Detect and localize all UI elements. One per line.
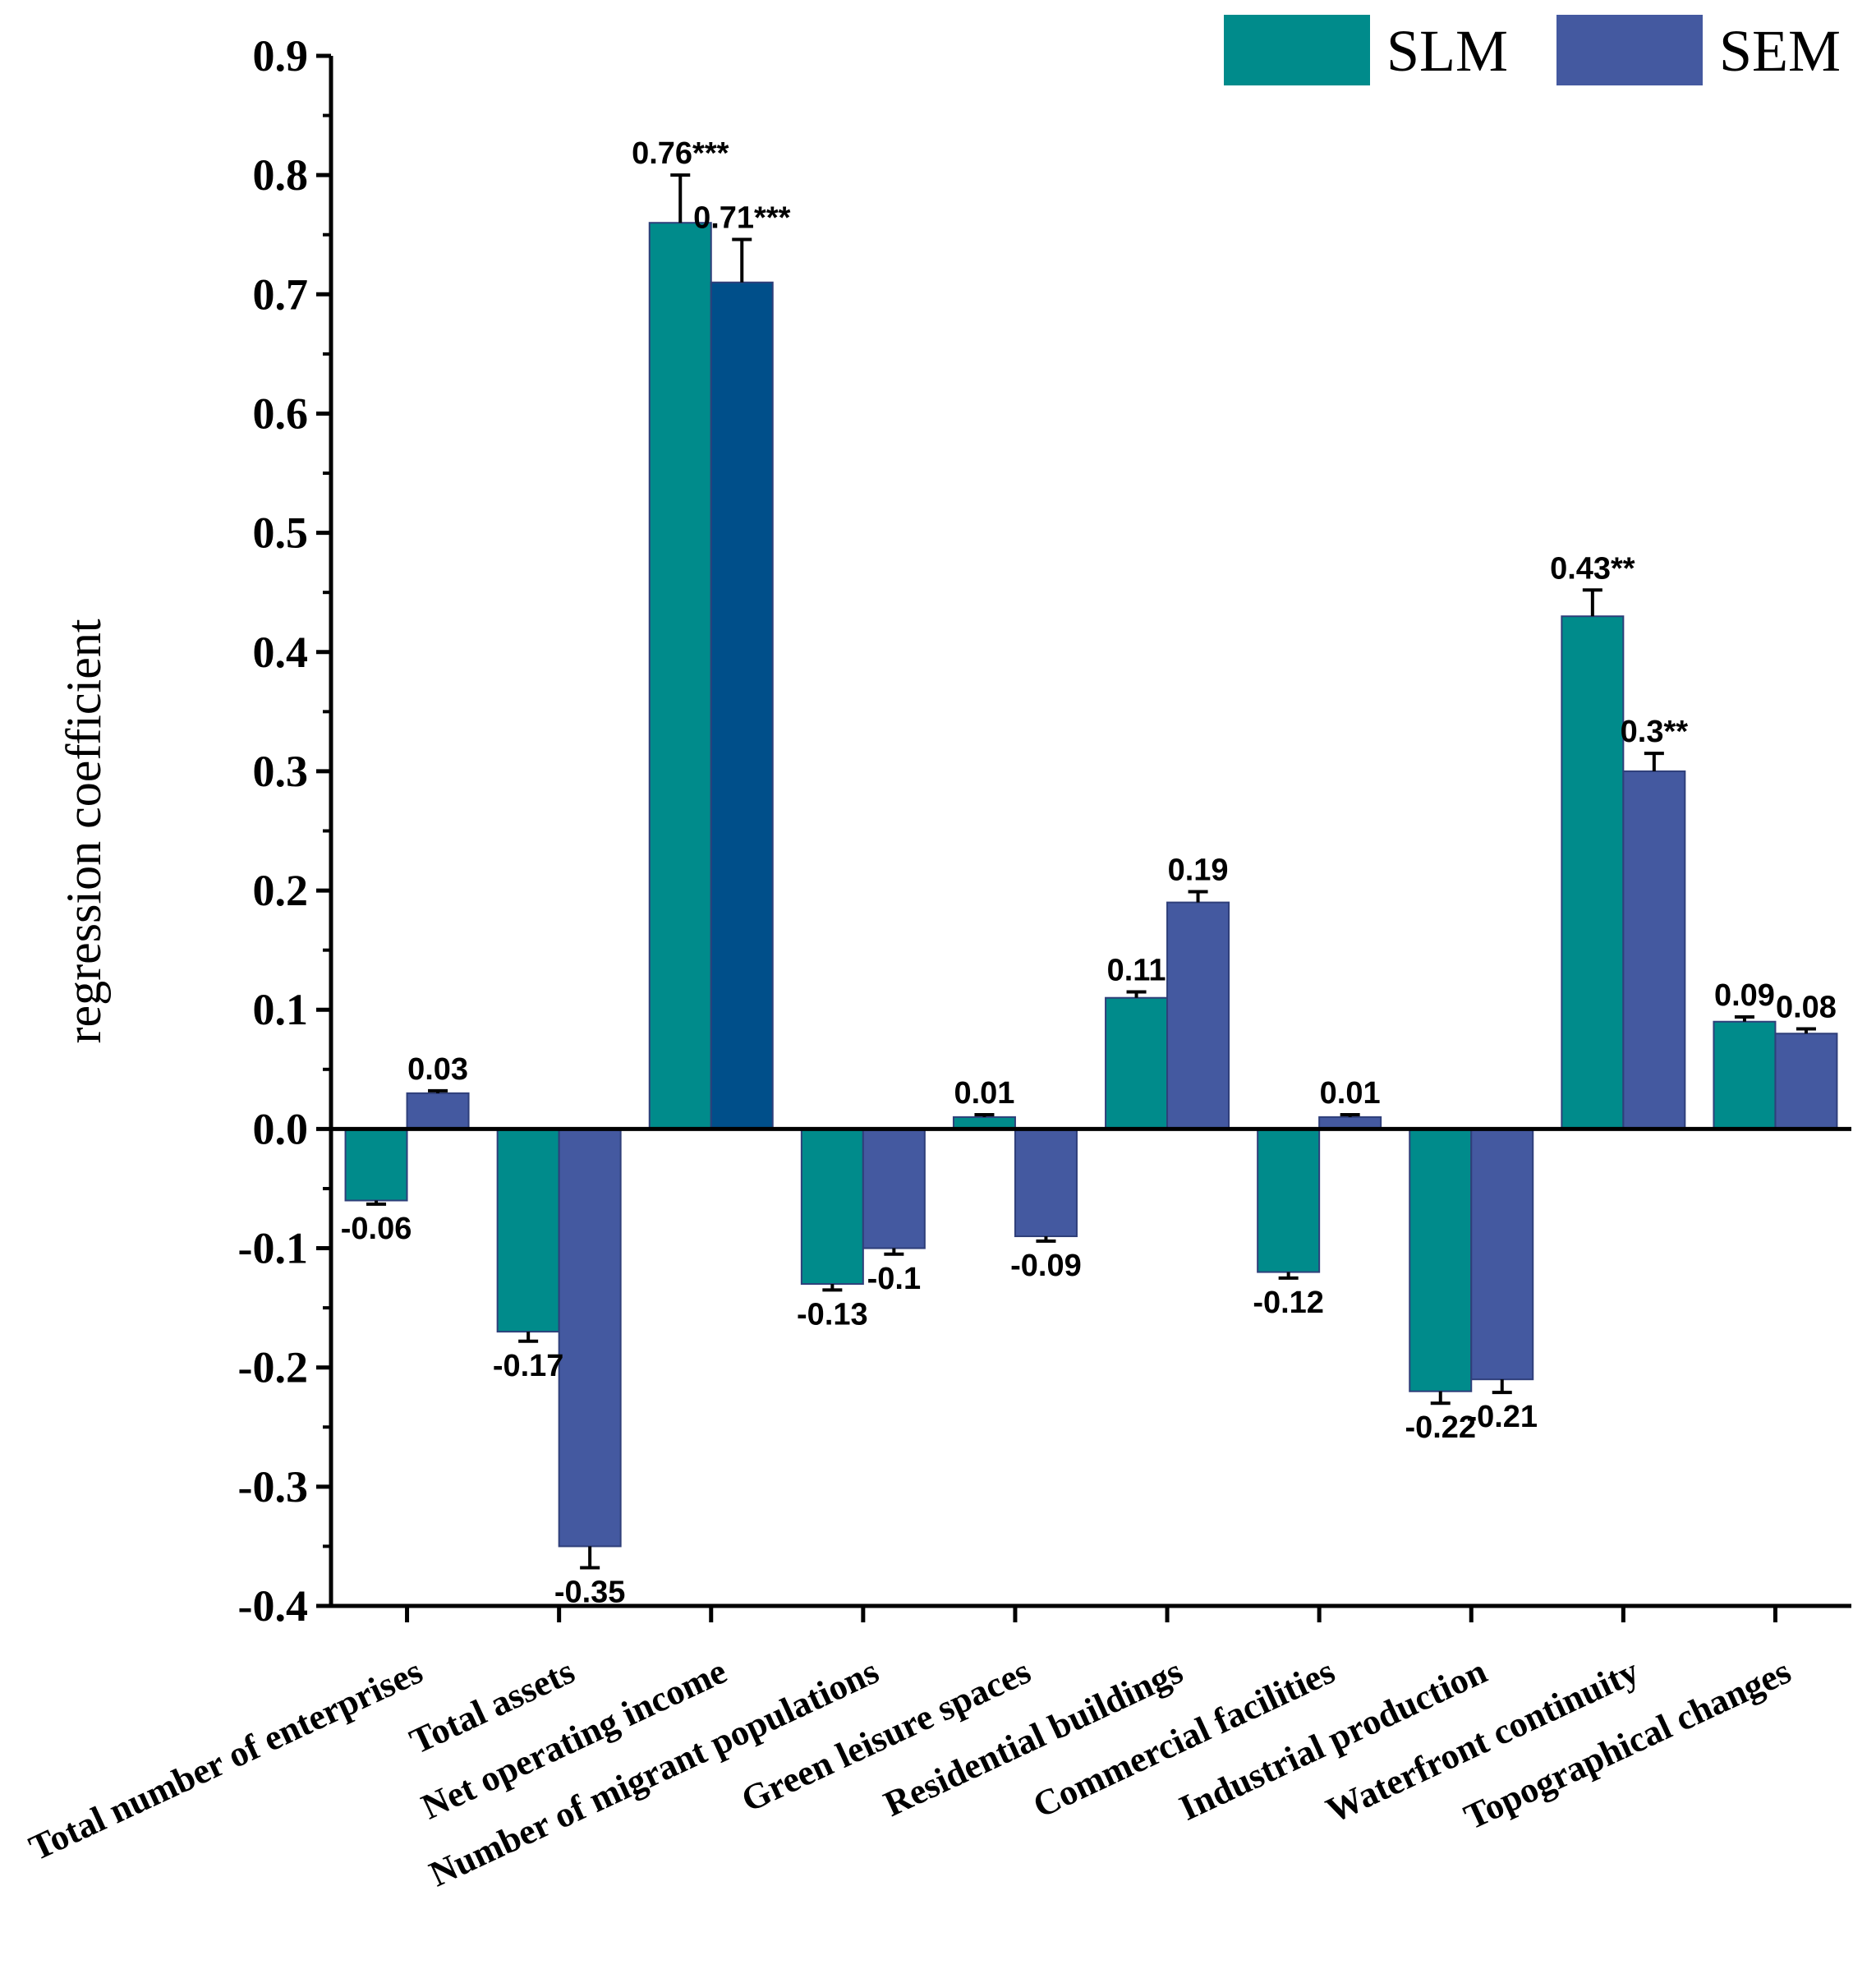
y-tick-label: 0.3: [253, 747, 309, 796]
data-label-slm: 0.01: [954, 1076, 1014, 1111]
y-tick-label: -0.1: [238, 1224, 308, 1273]
data-label-sem: 0.08: [1776, 990, 1837, 1024]
data-label-sem: -0.09: [1010, 1249, 1082, 1283]
legend-swatch-slm: [1224, 15, 1370, 85]
y-axis-title: regression coefficient: [57, 619, 111, 1043]
y-axis-ticks: 0.9 0.8 0.7 0.6 0.5 0.4 0.3 0.2 0.1 0.0 -0.1 -0.2 -0…: [238, 31, 331, 1631]
bar-sem: [862, 1128, 926, 1249]
bar-sem: [1622, 770, 1686, 1130]
bar-slm: [1561, 615, 1625, 1130]
bar-sem: [1470, 1128, 1534, 1381]
legend-label-sem: SEM: [1719, 18, 1841, 84]
y-tick-label: 0.5: [253, 508, 309, 558]
bar-slm: [1713, 1020, 1777, 1130]
bar-slm: [1105, 996, 1169, 1130]
y-tick-label: -0.4: [238, 1581, 308, 1631]
data-label-slm: -0.17: [493, 1349, 564, 1383]
y-tick-label: 0.4: [253, 628, 309, 677]
y-tick-label: 0.8: [253, 150, 309, 200]
y-tick-label: 0.6: [253, 389, 309, 438]
data-label-sem: 0.71***: [693, 201, 791, 236]
data-label-slm: -0.22: [1405, 1410, 1476, 1445]
y-tick-label: 0.7: [253, 269, 309, 319]
data-label-sem: 0.19: [1168, 853, 1229, 888]
legend-swatch-sem: [1556, 15, 1703, 85]
y-tick-label: 0.1: [253, 985, 309, 1034]
data-label-sem: -0.21: [1466, 1400, 1538, 1434]
bar-slm: [344, 1128, 408, 1202]
bar-slm: [1257, 1128, 1321, 1273]
y-tick-label: -0.3: [238, 1462, 308, 1511]
data-label-sem: 0.3**: [1621, 715, 1689, 749]
bar-slm: [1409, 1128, 1473, 1392]
bar-sem: [406, 1092, 470, 1130]
bar-slm: [648, 222, 712, 1130]
data-label-slm: -0.06: [341, 1212, 412, 1246]
data-label-sem: -0.1: [867, 1262, 921, 1296]
bars: [344, 173, 1838, 1570]
legend-label-slm: SLM: [1386, 18, 1508, 84]
bar-sem: [710, 281, 774, 1130]
bar-sem: [558, 1128, 622, 1548]
data-label-slm: 0.76***: [632, 136, 729, 171]
axes: [329, 56, 1851, 1608]
data-label-sem: 0.03: [407, 1052, 468, 1087]
legend: SLM SEM: [1224, 15, 1841, 85]
bar-slm: [800, 1128, 864, 1286]
data-label-slm: -0.12: [1253, 1286, 1324, 1320]
bar-sem: [1014, 1128, 1078, 1238]
data-label-slm: 0.11: [1107, 953, 1166, 987]
y-tick-label: 0.2: [253, 866, 309, 915]
y-tick-label: -0.2: [238, 1343, 308, 1392]
data-label-slm: 0.43**: [1550, 551, 1635, 586]
bar-sem: [1166, 901, 1230, 1130]
data-label-slm: 0.09: [1714, 978, 1775, 1013]
y-tick-label: 0.0: [253, 1104, 309, 1153]
y-tick-label: 0.9: [253, 31, 309, 81]
data-label-slm: -0.13: [797, 1297, 868, 1332]
data-labels: -0.060.03-0.17-0.350.76***0.71***-0.13-0…: [341, 136, 1837, 1609]
x-tick-label: Total number of enterprises: [23, 1651, 429, 1869]
data-label-sem: 0.01: [1320, 1076, 1381, 1111]
bar-slm: [496, 1128, 560, 1333]
bar-sem: [1774, 1033, 1838, 1130]
